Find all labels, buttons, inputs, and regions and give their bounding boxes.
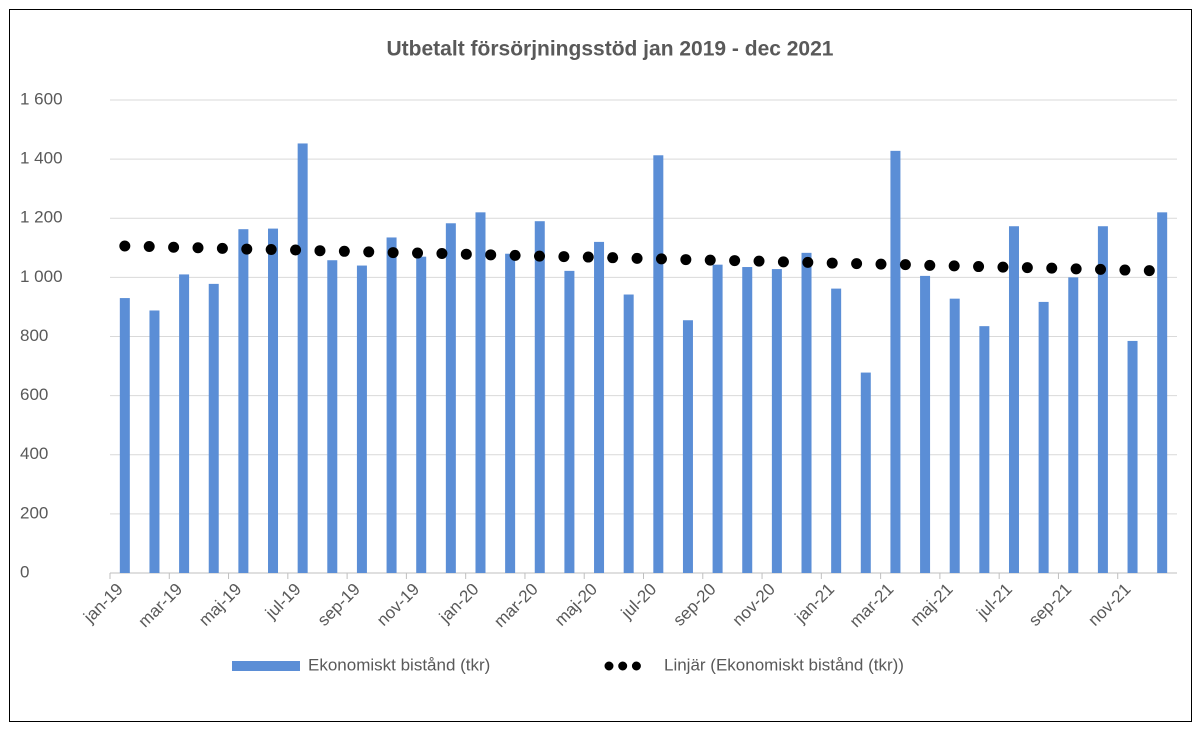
bar <box>386 237 397 573</box>
bar <box>1038 301 1049 573</box>
y-tick-label: 800 <box>20 326 48 345</box>
bar <box>297 143 308 573</box>
bar <box>534 221 545 574</box>
bar <box>356 265 367 573</box>
y-tick-label: 1 600 <box>20 89 63 108</box>
y-tick-label: 400 <box>20 444 48 463</box>
bar <box>682 320 693 573</box>
y-tick-label: 1 200 <box>20 208 63 227</box>
legend-label: Ekonomiskt bistånd (tkr) <box>308 655 490 674</box>
y-tick-label: 200 <box>20 503 48 522</box>
legend-swatch <box>232 661 300 671</box>
bar <box>623 294 634 573</box>
trend-line <box>119 240 1168 277</box>
bar <box>594 241 605 573</box>
y-tick-label: 1 000 <box>20 267 63 286</box>
legend-label: Linjär (Ekonomiskt bistånd (tkr)) <box>664 655 904 674</box>
bar <box>653 155 664 574</box>
bar <box>890 150 901 573</box>
bar <box>860 372 871 573</box>
bar <box>1157 212 1168 573</box>
bar <box>179 274 190 573</box>
bar <box>445 223 456 573</box>
bar <box>327 260 338 573</box>
bar <box>505 253 516 573</box>
bar <box>712 264 723 573</box>
bar <box>1068 277 1079 573</box>
bar <box>949 298 960 573</box>
bar <box>1097 226 1108 573</box>
bar <box>742 267 753 573</box>
y-tick-label: 600 <box>20 385 48 404</box>
bar <box>119 298 130 573</box>
bar <box>1127 340 1138 573</box>
bar <box>564 270 575 573</box>
y-tick-label: 0 <box>20 562 29 581</box>
bar <box>920 275 931 573</box>
bar <box>1008 226 1019 573</box>
bar <box>208 283 219 573</box>
bar <box>979 326 990 573</box>
bar <box>416 256 427 573</box>
bar <box>771 269 782 573</box>
bar <box>831 288 842 573</box>
bar <box>801 252 812 573</box>
bar <box>238 229 249 574</box>
bar <box>475 212 486 573</box>
y-tick-label: 1 400 <box>20 149 63 168</box>
bar <box>268 228 279 574</box>
chart-title: Utbetalt försörjningsstöd jan 2019 - dec… <box>387 38 834 61</box>
bar <box>149 310 160 573</box>
